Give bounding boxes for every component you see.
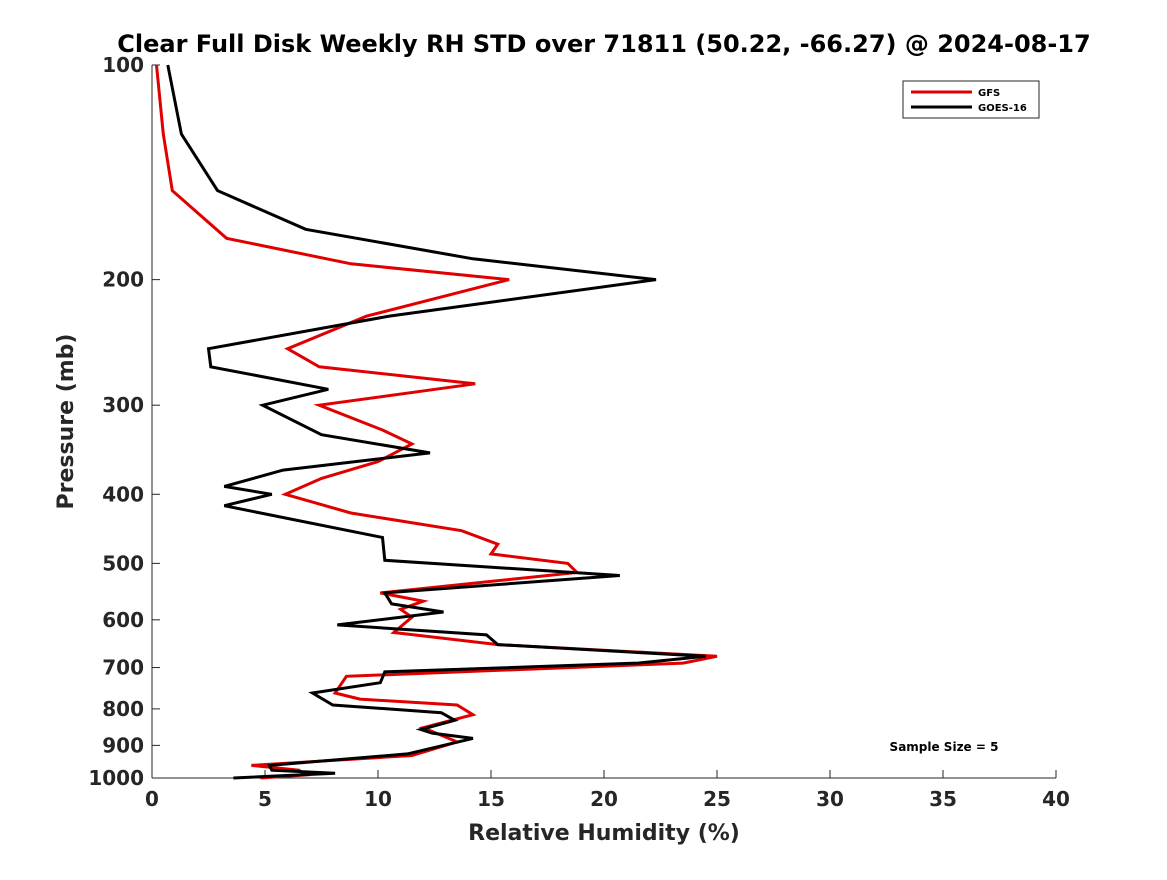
y-tick-label: 400 [102, 482, 144, 506]
sample-size-annotation: Sample Size = 5 [890, 740, 999, 754]
x-tick-label: 30 [816, 787, 844, 811]
x-axis-label: Relative Humidity (%) [468, 821, 740, 846]
x-ticks: 0 5 10 15 20 25 30 35 40 [145, 770, 1070, 811]
y-tick-label: 700 [102, 656, 144, 680]
legend: GFS GOES-16 [902, 80, 1040, 119]
legend-label-gfs: GFS [978, 88, 1000, 99]
y-tick-label: 900 [102, 733, 144, 757]
y-axis-label: Pressure (mb) [54, 334, 79, 510]
x-tick-label: 25 [703, 787, 731, 811]
x-tick-label: 5 [258, 787, 272, 811]
x-tick-label: 20 [590, 787, 618, 811]
y-tick-label: 800 [102, 697, 144, 721]
y-tick-label: 200 [102, 268, 144, 292]
x-tick-label: 10 [364, 787, 392, 811]
series-line-goes16 [166, 64, 706, 780]
plot-lines [155, 64, 718, 780]
x-tick-label: 15 [477, 787, 505, 811]
x-tick-label: 35 [929, 787, 957, 811]
legend-box [902, 80, 1040, 119]
y-tick-label: 300 [102, 393, 144, 417]
chart-title: Clear Full Disk Weekly RH STD over 71811… [117, 30, 1090, 58]
x-tick-label: 0 [145, 787, 159, 811]
y-tick-label: 1000 [88, 766, 144, 790]
y-tick-label: 500 [102, 551, 144, 575]
y-ticks: 100 200 300 400 500 600 700 800 900 1000 [88, 53, 160, 790]
x-tick-label: 40 [1042, 787, 1070, 811]
y-tick-label: 100 [102, 53, 144, 77]
legend-label-goes16: GOES-16 [978, 103, 1027, 114]
series-line-gfs [155, 64, 718, 780]
y-tick-label: 600 [102, 608, 144, 632]
